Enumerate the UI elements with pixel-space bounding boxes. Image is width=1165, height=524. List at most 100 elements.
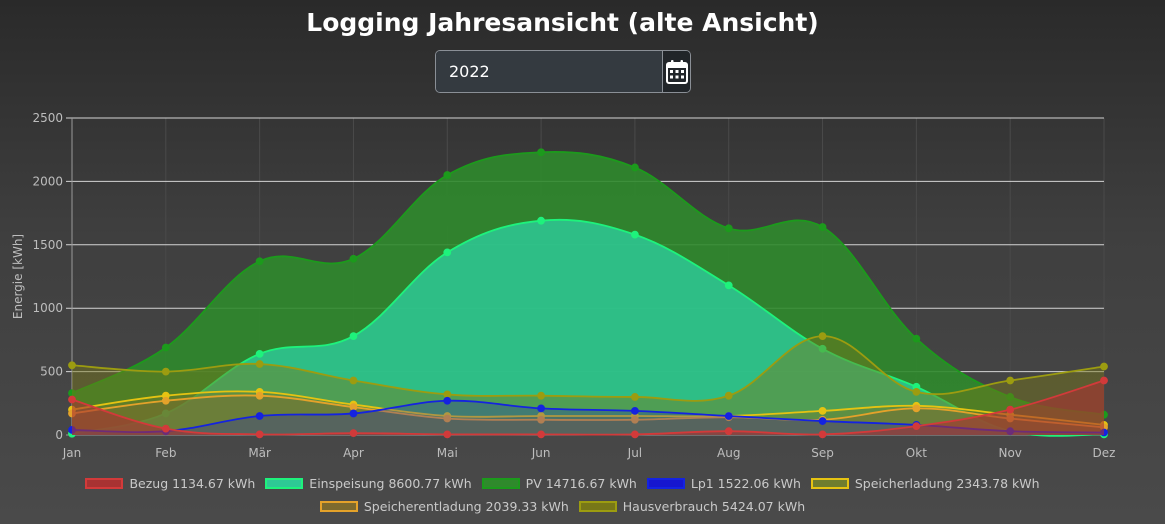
- legend-swatch: [646, 478, 685, 489]
- calendar-icon: [665, 59, 688, 84]
- point-hausverbrauch: [68, 361, 76, 370]
- legend-label: Speicherladung 2343.78 kWh: [854, 476, 1040, 491]
- x-tick-label: Nov: [998, 446, 1021, 460]
- point-pv: [161, 343, 170, 352]
- point-speicherentladung: [443, 414, 452, 423]
- point-bezug: [68, 395, 76, 404]
- legend-item-hausverbrauch[interactable]: Hausverbrauch 5424.07 kWh: [578, 499, 806, 514]
- point-pv: [1006, 393, 1015, 401]
- legend-item-lp1[interactable]: Lp1 1522.06 kWh: [646, 476, 801, 491]
- year-input[interactable]: [436, 51, 662, 92]
- point-speicherentladung: [912, 404, 921, 413]
- y-axis-title: Energie [kWh]: [11, 234, 25, 319]
- legend-swatch: [481, 478, 520, 489]
- legend-label: Bezug 1134.67 kWh: [129, 476, 256, 491]
- point-einspeisung: [537, 216, 545, 225]
- legend-label: PV 14716.67 kWh: [525, 476, 637, 491]
- point-bezug: [1006, 405, 1015, 414]
- point-pv: [818, 223, 827, 231]
- point-hausverbrauch: [1100, 362, 1108, 371]
- x-tick-label: Okt: [906, 446, 927, 460]
- point-lp1: [443, 396, 452, 405]
- point-pv: [255, 257, 264, 266]
- y-tick-label: 2500: [32, 111, 63, 125]
- legend-item-bezug[interactable]: Bezug 1134.67 kWh: [85, 476, 255, 491]
- point-einspeisung: [349, 332, 358, 340]
- point-speicherentladung: [161, 396, 170, 405]
- point-lp1: [255, 412, 264, 420]
- legend-swatch: [810, 478, 849, 489]
- y-tick-label: 2000: [32, 174, 63, 188]
- y-tick-label: 1500: [32, 238, 63, 252]
- point-einspeisung: [255, 349, 264, 358]
- point-hausverbrauch: [631, 393, 639, 401]
- point-speicherentladung: [349, 403, 358, 412]
- legend-swatch: [319, 501, 358, 512]
- point-pv: [537, 148, 545, 157]
- legend-label: Speicherentladung 2039.33 kWh: [363, 499, 569, 514]
- point-hausverbrauch: [1006, 376, 1015, 385]
- point-lp1: [537, 404, 545, 413]
- chart-legend: Bezug 1134.67 kWh Einspeisung 8600.77 kWh…: [0, 472, 1125, 518]
- x-tick-label: Jul: [627, 446, 642, 460]
- point-bezug: [912, 422, 921, 431]
- calendar-button[interactable]: [662, 51, 690, 92]
- point-bezug: [724, 427, 733, 436]
- point-bezug: [161, 424, 170, 433]
- energy-area-chart: 0 500 1000 1500 2000 2500 Energie [kWh] Jan Feb M…: [11, 111, 1116, 460]
- area-speicherentladung: [72, 395, 1104, 435]
- point-einspeisung: [818, 344, 827, 353]
- y-tick-label: 0: [55, 428, 63, 442]
- point-pv: [912, 334, 921, 343]
- point-bezug: [255, 430, 264, 439]
- point-lp1: [631, 407, 639, 415]
- area-bezug: [72, 380, 1104, 435]
- line-bezug: [71, 379, 1105, 436]
- legend-label: Hausverbrauch 5424.07 kWh: [622, 499, 806, 514]
- year-picker: [435, 50, 691, 93]
- point-pv: [443, 171, 452, 179]
- point-speicherentladung: [631, 415, 639, 424]
- point-pv: [724, 224, 733, 233]
- point-bezug: [818, 430, 827, 439]
- point-bezug: [443, 430, 452, 439]
- area-lp1: [72, 400, 1104, 435]
- legend-swatch: [265, 478, 304, 489]
- point-hausverbrauch: [255, 360, 264, 368]
- point-hausverbrauch: [161, 367, 170, 376]
- point-hausverbrauch: [818, 332, 827, 340]
- point-einspeisung: [161, 409, 170, 418]
- point-bezug: [631, 430, 639, 439]
- legend-label: Einspeisung 8600.77 kWh: [309, 476, 472, 491]
- x-tick-label: Mai: [437, 446, 458, 460]
- point-lp1: [349, 409, 358, 418]
- line-einspeisung: [71, 218, 1105, 437]
- legend-item-pv[interactable]: PV 14716.67 kWh: [481, 476, 637, 491]
- point-speicherentladung: [537, 415, 545, 424]
- legend-row: Speicherentladung 2039.33 kWh Hausverbrau…: [0, 495, 1125, 518]
- point-hausverbrauch: [912, 387, 921, 396]
- x-tick-label: Aug: [717, 446, 740, 460]
- point-speicherladung: [818, 407, 827, 415]
- legend-item-speicherentladung[interactable]: Speicherentladung 2039.33 kWh: [319, 499, 569, 514]
- point-hausverbrauch: [537, 391, 545, 400]
- legend-row: Bezug 1134.67 kWh Einspeisung 8600.77 kWh…: [0, 472, 1125, 495]
- point-lp1: [724, 412, 733, 420]
- legend-swatch: [578, 501, 617, 512]
- point-einspeisung: [724, 281, 733, 290]
- x-tick-label: Mär: [248, 446, 271, 460]
- point-hausverbrauch: [443, 390, 452, 399]
- point-einspeisung: [631, 230, 639, 239]
- y-tick-label: 500: [40, 365, 63, 379]
- point-pv: [631, 163, 639, 172]
- point-einspeisung: [443, 248, 452, 257]
- legend-swatch: [85, 478, 124, 489]
- line-speicherentladung: [71, 394, 1105, 429]
- x-tick-label: Dez: [1093, 446, 1116, 460]
- legend-item-speicherladung[interactable]: Speicherladung 2343.78 kWh: [810, 476, 1040, 491]
- point-speicherentladung: [255, 391, 264, 400]
- x-tick-label: Sep: [811, 446, 834, 460]
- legend-item-einspeisung[interactable]: Einspeisung 8600.77 kWh: [265, 476, 472, 491]
- point-lp1: [818, 417, 827, 425]
- legend-label: Lp1 1522.06 kWh: [690, 476, 801, 491]
